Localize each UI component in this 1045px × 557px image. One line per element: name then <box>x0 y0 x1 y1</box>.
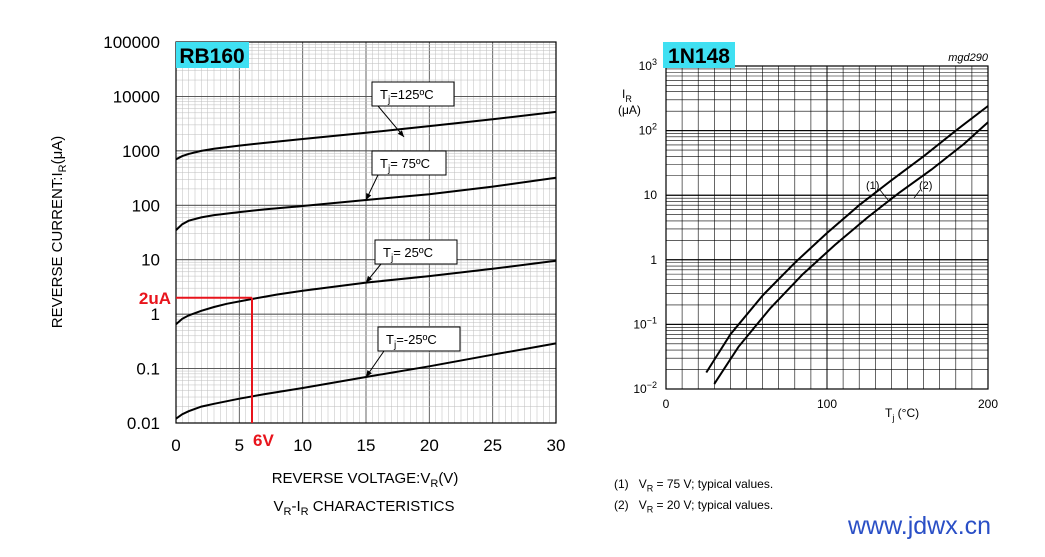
rb160-y-tick-label: 10000 <box>113 87 160 106</box>
rb160-y-ticks: 0.01 0.1 1 10 100 1000 10000 100000 <box>103 33 160 433</box>
rb160-series-labels: Tj=125ºC Tj= 75ºC Tj= 25ºC Tj=-25ºC <box>365 81 461 378</box>
svg-text:(1): (1) <box>866 180 879 192</box>
rb160-plot-frame <box>175 41 557 424</box>
svg-text:(2): (2) <box>919 180 932 192</box>
rb160-y-tick-label: 10 <box>141 251 160 270</box>
svg-text:Tj= 25ºC: Tj= 25ºC <box>383 245 433 264</box>
1n148-curve-label-1: (1) <box>866 180 889 201</box>
1n148-note-2: (2) VR = 20 V; typical values. <box>614 498 774 515</box>
watermark-text: www.jdwx.cn <box>848 512 992 540</box>
svg-text:Tj= 75ºC: Tj= 75ºC <box>380 156 430 175</box>
1n148-note-1: (1) VR = 75 V; typical values. <box>614 477 774 494</box>
rb160-badge: RB160 <box>176 42 249 68</box>
rb160-y-tick-label: 100000 <box>103 33 160 52</box>
1n148-x-tick-label: 100 <box>817 397 837 411</box>
1n148-y-tick-label: 1 <box>650 253 657 267</box>
rb160-y-tick-label: 100 <box>132 196 160 215</box>
rb160-y-tick-label: 0.1 <box>136 360 160 379</box>
rb160-x-axis-label: REVERSE VOLTAGE:VR(V) <box>272 470 459 490</box>
1n148-x-tick-label: 0 <box>663 397 670 411</box>
rb160-x-tick-label: 20 <box>420 436 439 455</box>
rb160-badge-text: RB160 <box>179 45 244 68</box>
rb160-x-tick-label: 5 <box>235 436 244 455</box>
rb160-curve-0 <box>175 110 557 161</box>
1n148-badge: 1N148 <box>663 42 735 68</box>
1n148-y-tick-label: 10 <box>644 188 658 202</box>
1n148-corner-label: mgd290 <box>948 52 989 64</box>
annotation-2ua-label: 2uA <box>139 289 171 308</box>
1n148-curves <box>705 105 989 385</box>
rb160-y-axis-label: REVERSE CURRENT:IR(μA) <box>49 136 69 328</box>
1n148-y-tick-label: 10−1 <box>633 315 657 331</box>
rb160-y-tick-label: 1000 <box>122 142 160 161</box>
rb160-y-tick-label: 0.01 <box>127 414 160 433</box>
1n148-curve-1 <box>713 121 989 385</box>
1n148-x-axis-label: Tj (°C) <box>885 406 919 423</box>
1n148-chart: 0 100 200 10−2 10−1 1 10 102 103 (1) (2) 1N148 m… <box>618 42 998 423</box>
rb160-x-tick-label: 15 <box>357 436 376 455</box>
rb160-x-ticks: 0 5 10 15 20 25 30 <box>171 436 565 455</box>
1n148-y-ticks: 10−2 10−1 1 10 102 103 <box>633 57 657 396</box>
1n148-curve-label-2: (2) <box>913 180 932 199</box>
rb160-series-label-2: Tj= 25ºC <box>365 239 458 283</box>
1n148-curve-0 <box>705 105 989 374</box>
rb160-x-tick-label: 25 <box>483 436 502 455</box>
1n148-badge-text: 1N148 <box>668 45 730 68</box>
rb160-x-tick-label: 10 <box>293 436 312 455</box>
svg-text:Tj=125ºC: Tj=125ºC <box>380 87 434 106</box>
rb160-series-label-0: Tj=125ºC <box>371 81 455 138</box>
rb160-x-tick-label: 30 <box>547 436 566 455</box>
rb160-annotations: 2uA 6V <box>139 289 275 450</box>
rb160-curve-1 <box>175 176 557 231</box>
rb160-y-tick-label: 1 <box>151 305 160 324</box>
1n148-y-tick-label: 103 <box>639 57 657 73</box>
1n148-plot-frame <box>665 65 989 390</box>
1n148-curve-labels: (1) (2) <box>866 180 932 201</box>
1n148-y-axis-unit: (μA) <box>618 103 641 117</box>
1n148-x-tick-label: 200 <box>978 397 998 411</box>
1n148-grid <box>665 65 989 390</box>
1n148-y-tick-label: 10−2 <box>633 380 657 396</box>
rb160-series-label-1: Tj= 75ºC <box>365 150 447 201</box>
svg-text:Tj=-25ºC: Tj=-25ºC <box>386 332 437 351</box>
rb160-x-tick-label: 0 <box>171 436 180 455</box>
1n148-y-axis-label: IR <box>622 87 632 104</box>
1n148-y-tick-label: 102 <box>639 122 657 138</box>
rb160-series-label-3: Tj=-25ºC <box>365 326 461 378</box>
annotation-6v-label: 6V <box>253 431 274 450</box>
rb160-chart: 0 5 10 15 20 25 30 0.01 0.1 1 10 100 1000 10000 10000… <box>49 33 565 518</box>
rb160-grid <box>175 41 557 424</box>
1n148-x-ticks: 0 100 200 <box>663 397 999 411</box>
rb160-chart-title: VR-IR CHARACTERISTICS <box>274 498 455 518</box>
